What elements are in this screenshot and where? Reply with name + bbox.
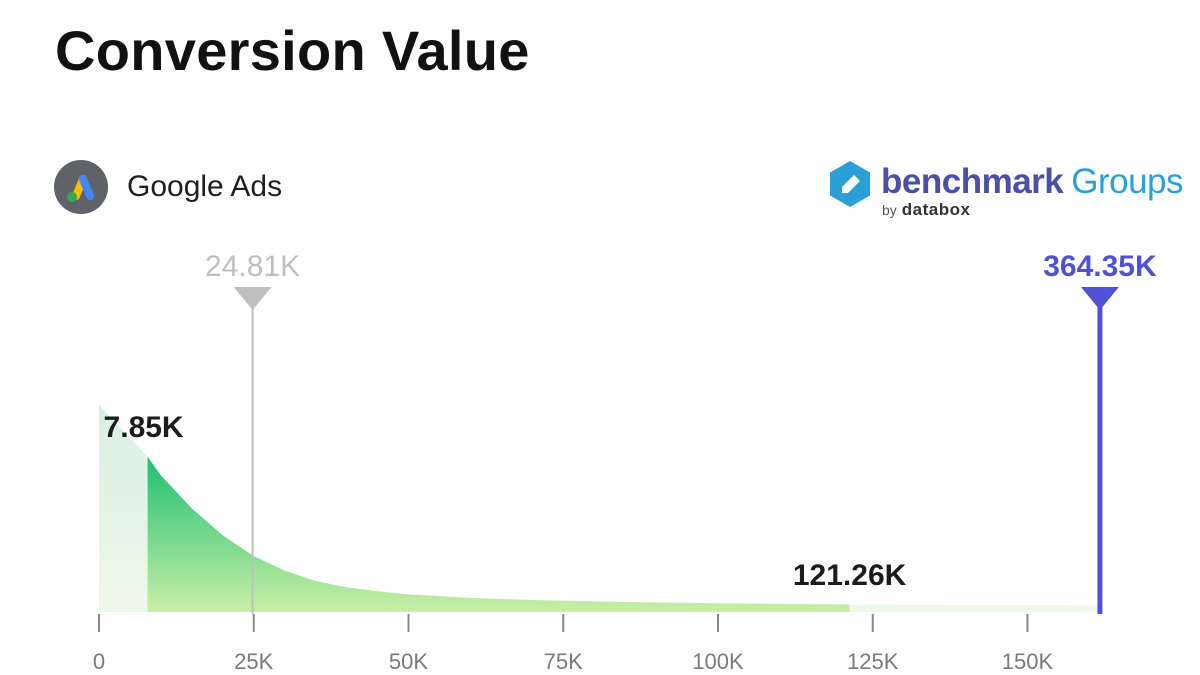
distribution-main-range bbox=[147, 456, 850, 612]
brand-byline: by databox bbox=[882, 200, 970, 220]
brand-wordmark: benchmark Groups bbox=[881, 158, 1184, 206]
top-marker-triangle bbox=[1080, 287, 1119, 310]
median-marker-triangle bbox=[233, 287, 272, 310]
x-tick-label: 50K bbox=[389, 649, 428, 674]
brand-by: by bbox=[882, 202, 897, 218]
x-tick-label: 150K bbox=[1002, 649, 1054, 674]
brand-suffix: Groups bbox=[1071, 162, 1184, 201]
brand-company: databox bbox=[901, 200, 971, 219]
chart-title: Conversion Value bbox=[55, 19, 530, 82]
p25-value-label: 7.85K bbox=[104, 411, 184, 444]
distribution-left-tail bbox=[99, 405, 148, 612]
data-source-name: Google Ads bbox=[127, 170, 283, 203]
distribution-right-tail bbox=[849, 604, 1100, 612]
top-marker-label: 364.35K bbox=[1043, 250, 1157, 283]
google-ads-icon bbox=[54, 160, 108, 214]
benchmark-groups-logo: benchmark Groups by databox bbox=[828, 158, 1184, 224]
x-tick-label: 75K bbox=[544, 649, 583, 674]
benchmark-badge-icon bbox=[830, 161, 870, 207]
x-tick-label: 100K bbox=[692, 649, 744, 674]
x-tick-label: 25K bbox=[234, 649, 273, 674]
x-tick-label: 125K bbox=[847, 649, 899, 674]
p75-value-label: 121.26K bbox=[793, 559, 907, 592]
median-marker-label: 24.81K bbox=[205, 250, 300, 283]
data-source: Google Ads bbox=[54, 160, 282, 214]
brand-name: benchmark bbox=[881, 162, 1064, 201]
x-tick-label: 0 bbox=[93, 649, 105, 674]
